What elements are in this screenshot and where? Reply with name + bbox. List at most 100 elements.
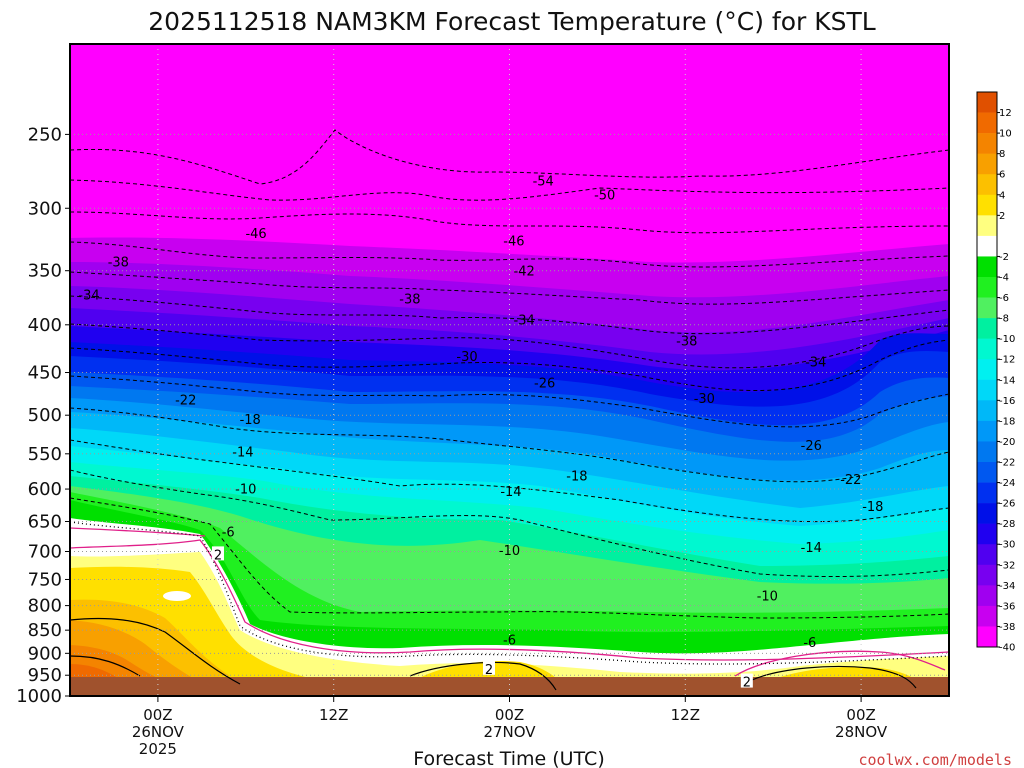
grid-lines: [70, 44, 949, 697]
colorbar-band-5: [977, 194, 997, 216]
colorbar-label-23: -36: [999, 601, 1015, 612]
contour-label: -10: [235, 482, 256, 497]
contour-label: -34: [805, 356, 826, 371]
y-tick-label-700: 700: [28, 542, 62, 563]
contour-label: 2: [485, 663, 493, 678]
contour-label: -30: [456, 350, 477, 365]
contour-label: -54: [533, 174, 554, 189]
contour-label: -14: [232, 446, 253, 461]
contour-label: -50: [594, 189, 615, 204]
x-axis-label: Forecast Time (UTC): [413, 748, 604, 768]
colorbar-band-6: [977, 215, 997, 237]
colorbar-label-22: -34: [999, 581, 1015, 592]
colorbar-band-11: [977, 318, 997, 339]
contour-label: -18: [240, 413, 261, 428]
colorbar-band-0: [977, 92, 997, 113]
colorbar-band-16: [977, 420, 997, 442]
contour-label: -6: [222, 525, 235, 540]
chart-title: 2025112518 NAM3KM Forecast Temperature (…: [148, 7, 876, 36]
contour-label: -38: [108, 255, 129, 270]
colorbar-band-25: [977, 605, 997, 627]
colorbar-label-11: -12: [999, 355, 1015, 366]
colorbar-band-13: [977, 359, 997, 381]
colorbar-band-18: [977, 462, 997, 483]
colorbar-label-25: -40: [999, 643, 1015, 654]
y-axis-ticks: 2503003504004505005506006507007508008509…: [16, 124, 70, 707]
colorbar-label-19: -28: [999, 519, 1015, 530]
x-tick-label-0-0: 00Z: [143, 706, 172, 724]
colorbar-band-7: [977, 235, 997, 257]
isotherm-contours: [70, 129, 949, 619]
colorbar-band-14: [977, 379, 997, 401]
colorbar-band-23: [977, 564, 997, 586]
colorbar-band-3: [977, 153, 997, 175]
x-tick-label-4-1: 28NOV: [835, 723, 888, 741]
contour-label: -46: [245, 227, 266, 242]
x-tick-label-0-2: 2025: [139, 740, 177, 758]
colorbar-band-17: [977, 441, 997, 463]
contour-label: 2: [743, 676, 751, 691]
colorbar-band-4: [977, 174, 997, 196]
colorbar-band-24: [977, 585, 997, 607]
colorbar: 12 10 8 6 4 2 -2 -4 -6 -8 -10 -12 -14 -16 -18 -20 -22 -24…: [976, 91, 1015, 654]
colorbar-band-26: [977, 626, 997, 648]
x-tick-label-1-0: 12Z: [319, 706, 348, 724]
colorbar-label-12: -14: [999, 375, 1015, 386]
colorbar-band-2: [977, 133, 997, 154]
contour-label: -14: [801, 541, 822, 556]
temperature-field: [70, 44, 949, 696]
y-tick-label-450: 450: [28, 363, 62, 384]
y-tick-label-900: 900: [28, 643, 62, 664]
contour-label: -38: [399, 293, 420, 308]
y-tick-label-750: 750: [28, 569, 62, 590]
colorbar-band-20: [977, 503, 997, 524]
y-tick-label-950: 950: [28, 665, 62, 686]
colorbar-band-19: [977, 482, 997, 504]
colorbar-band-1: [977, 112, 997, 134]
contour-label: -42: [514, 265, 535, 280]
contour-label: -10: [757, 589, 778, 604]
contour-label: -30: [694, 392, 715, 407]
contour-label: -10: [499, 544, 520, 559]
colorbar-label-15: -20: [999, 437, 1015, 448]
colorbar-label-10: -10: [999, 334, 1015, 345]
colorbar-label-14: -18: [999, 416, 1015, 427]
colorbar-label-8: -6: [999, 293, 1009, 304]
colorbar-band-21: [977, 523, 997, 545]
colorbar-band-9: [977, 277, 997, 298]
contour-label-bg-24: [482, 660, 495, 675]
colorbar-label-2: 8: [999, 149, 1005, 160]
colorbar-label-16: -22: [999, 458, 1015, 469]
contour-label: -18: [566, 469, 587, 484]
contour-label: -26: [801, 439, 822, 454]
credit-text: coolwx.com/models: [858, 751, 1012, 768]
colorbar-label-9: -8: [999, 314, 1009, 325]
contour-label: -14: [500, 485, 521, 500]
y-tick-label-550: 550: [28, 444, 62, 465]
contour-label: -34: [514, 314, 535, 329]
warm-contours: [70, 617, 917, 691]
colorbar-label-24: -38: [999, 622, 1015, 633]
colorbar-label-13: -16: [999, 396, 1015, 407]
colorbar-label-20: -30: [999, 540, 1015, 551]
colorbar-band-22: [977, 544, 997, 566]
colorbar-label-18: -26: [999, 499, 1015, 510]
colorbar-label-5: 2: [999, 211, 1005, 222]
colorbar-label-21: -32: [999, 560, 1015, 571]
colorbar-label-4: 4: [999, 190, 1005, 201]
y-tick-label-250: 250: [28, 124, 62, 145]
y-tick-label-500: 500: [28, 405, 62, 426]
y-tick-label-600: 600: [28, 479, 62, 500]
contour-label: -6: [503, 634, 516, 649]
y-tick-label-850: 850: [28, 620, 62, 641]
contour-label: -38: [676, 335, 697, 350]
colorbar-label-1: 10: [999, 129, 1012, 140]
contour-label: -22: [175, 394, 196, 409]
y-tick-label-650: 650: [28, 511, 62, 532]
y-tick-label-1000: 1000: [16, 686, 62, 707]
contour-label: 2: [214, 548, 222, 563]
contour-label: -18: [862, 500, 883, 515]
colorbar-band-10: [977, 297, 997, 319]
contour-label: -6: [803, 636, 816, 651]
